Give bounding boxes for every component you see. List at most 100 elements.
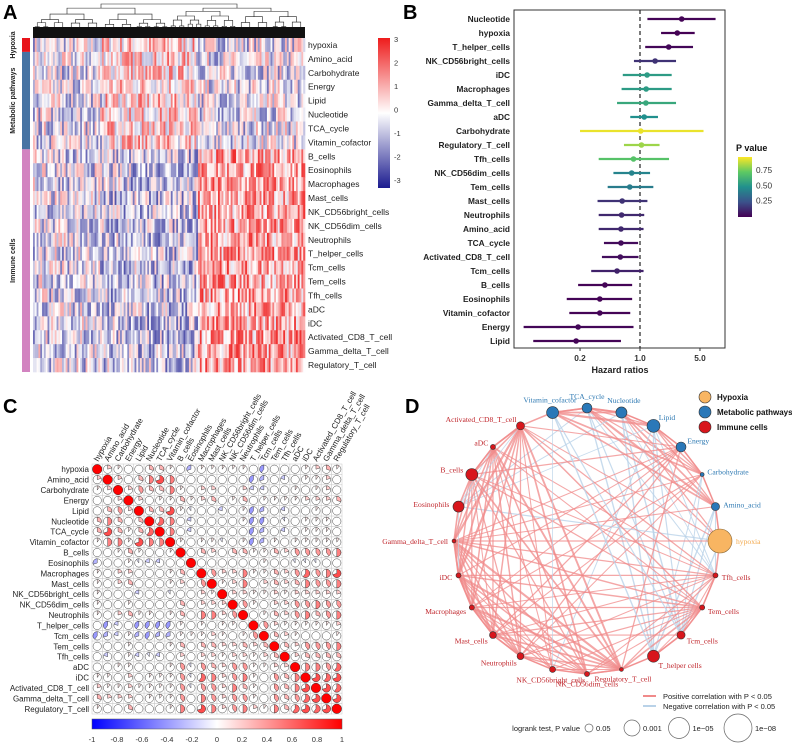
heatmap-cell (72, 316, 76, 331)
heatmap-cell (294, 191, 297, 206)
hazard-ratio-point (678, 16, 685, 22)
heatmap-cell (265, 232, 268, 248)
heatmap-cell (216, 38, 219, 53)
heatmap-cell (261, 344, 264, 359)
heatmap-cell (150, 51, 153, 67)
heatmap-cell (76, 79, 79, 94)
heatmap-cell (286, 121, 289, 136)
heatmap-cell (272, 358, 275, 373)
dendrogram-branch (121, 24, 132, 27)
heatmap-cell (225, 177, 228, 192)
heatmap-cell (65, 330, 68, 345)
heatmap-cell (256, 302, 259, 317)
heatmap-cell (196, 246, 199, 261)
heatmap-cell (130, 344, 134, 359)
heatmap-cell (52, 79, 56, 94)
heatmap-cell (266, 79, 270, 94)
heatmap-cell (203, 149, 206, 164)
heatmap-cell (92, 65, 95, 81)
heatmap-cell (303, 260, 306, 275)
correlation-cell (154, 609, 166, 621)
heatmap-cell (38, 205, 41, 220)
heatmap-cell (170, 135, 173, 150)
heatmap-cell (47, 302, 50, 317)
heatmap-cell (127, 288, 130, 303)
heatmap-cell (114, 232, 117, 248)
heatmap-cell (261, 288, 264, 303)
heatmap-cell (163, 93, 166, 108)
heatmap-cell (130, 288, 134, 303)
heatmap-cell (256, 51, 259, 67)
heatmap-cell (178, 246, 181, 261)
heatmap-cell (217, 93, 221, 108)
heatmap-cell (181, 288, 184, 303)
heatmap-cell (285, 205, 288, 220)
heatmap-cell (250, 330, 253, 345)
heatmap-cell (295, 205, 299, 220)
heatmap-cell (112, 163, 115, 178)
heatmap-cell (143, 344, 146, 359)
heatmap-cell (143, 274, 146, 289)
heatmap-cell (299, 191, 302, 206)
heatmap-cell (263, 121, 266, 136)
heatmap-cell (279, 218, 282, 234)
heatmap-cell (286, 163, 289, 178)
heatmap-cell (96, 163, 99, 178)
heatmap-cell (294, 38, 297, 53)
heatmap-cell (45, 330, 48, 345)
heatmap-cell (237, 274, 241, 289)
heatmap-cell (116, 121, 119, 136)
heatmap-cell (234, 330, 237, 345)
heatmap-cell (45, 218, 48, 234)
correlation-cell (185, 640, 197, 652)
heatmap-cell (301, 135, 304, 150)
correlation-pie-outline (186, 641, 196, 651)
heatmap-cell (96, 302, 99, 317)
heatmap-cell (216, 288, 219, 303)
heatmap-cell (250, 149, 253, 164)
heatmap-cell (52, 232, 56, 248)
heatmap-cell (297, 135, 300, 150)
heatmap-cell (83, 344, 86, 359)
heatmap-cell (69, 274, 72, 289)
heatmap-cell (208, 191, 212, 206)
heatmap-cell (272, 246, 275, 261)
heatmap-cell (270, 79, 273, 94)
heatmap-cell (60, 163, 63, 178)
heatmap-cell (91, 38, 94, 53)
heatmap-cell (179, 135, 182, 150)
heatmap-cell (283, 149, 286, 164)
heatmap-cell (223, 358, 226, 373)
hazard-ratio-point (637, 128, 644, 134)
correlation-cell (206, 557, 218, 569)
heatmap-cell (121, 218, 124, 234)
heatmap-cell (275, 316, 279, 331)
correlation-pie (117, 579, 123, 585)
heatmap-cell (245, 274, 248, 289)
heatmap-cell (245, 38, 248, 53)
heatmap-cell (138, 135, 141, 150)
heatmap-cell (183, 93, 186, 108)
heatmap-cell (92, 288, 95, 303)
heatmap-cell (129, 232, 132, 248)
correlation-pie (280, 527, 285, 533)
heatmap-cell (179, 163, 182, 178)
heatmap-cell (274, 358, 277, 373)
heatmap-cell (221, 121, 224, 136)
heatmap-cell (297, 232, 300, 248)
correlation-pie (103, 652, 108, 658)
heatmap-cell (83, 191, 86, 206)
heatmap-cell (56, 93, 59, 108)
heatmap-cell (181, 149, 184, 164)
heatmap-cell (297, 51, 300, 67)
heatmap-cell (266, 121, 270, 136)
heatmap-cell (254, 177, 257, 192)
heatmap-cell (161, 302, 164, 317)
correlation-pie (201, 621, 205, 627)
heatmap-cell (246, 330, 250, 345)
heatmap-cell (227, 260, 230, 275)
heatmap-cell (290, 51, 293, 67)
correlation-cell (175, 557, 186, 569)
heatmap-cell (288, 51, 291, 67)
heatmap-cell (34, 260, 37, 275)
